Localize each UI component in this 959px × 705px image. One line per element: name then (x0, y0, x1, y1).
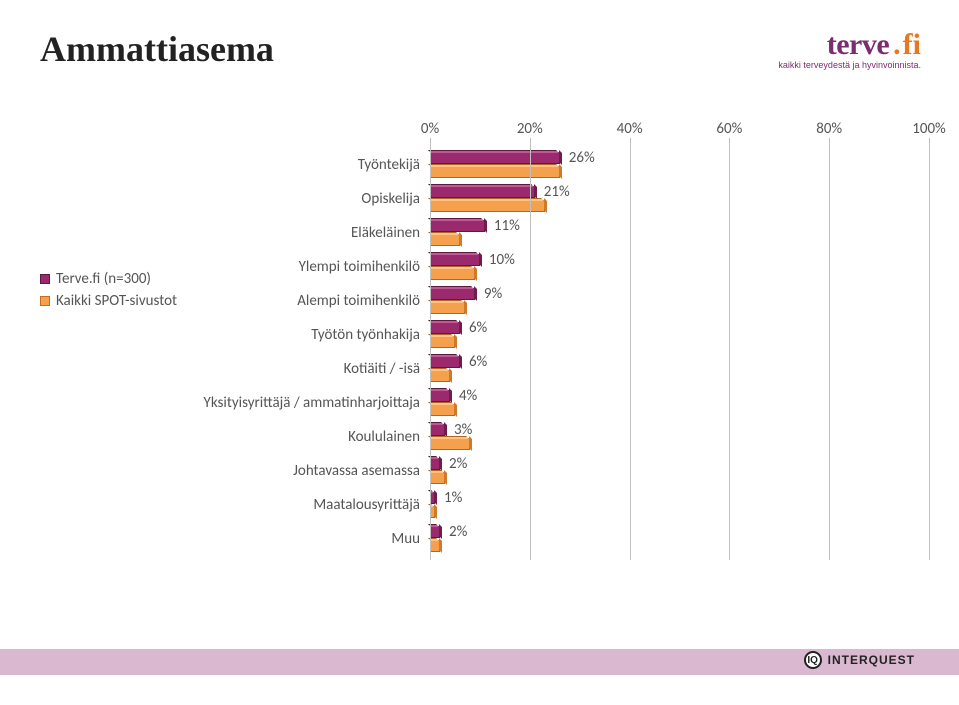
category-label: Kotiäiti / -isä (140, 360, 430, 378)
brand-word: terve (827, 28, 889, 62)
category-label: Työtön työnhakija (140, 326, 430, 344)
category-label: Eläkeläinen (140, 224, 430, 242)
bar: 3% (430, 424, 445, 436)
bar (430, 234, 460, 246)
category-label: Johtavassa asemassa (140, 462, 430, 480)
legend-swatch (40, 296, 50, 306)
bar-value-label: 26% (559, 149, 595, 167)
category-label: Ylempi toimihenkilö (140, 258, 430, 276)
category-label: Työntekijä (140, 156, 430, 174)
footer-logo: IQ INTERQUEST (804, 651, 915, 669)
bar (430, 472, 445, 484)
bar: 6% (430, 356, 460, 368)
bar-group: 10% (430, 254, 929, 282)
gridline (530, 138, 531, 560)
gridline (430, 138, 431, 560)
bar-group: 21% (430, 186, 929, 214)
bar: 9% (430, 288, 475, 300)
header: Ammattiasema terve.fi kaikki terveydestä… (0, 0, 959, 80)
bar (430, 336, 455, 348)
bar-value-label: 10% (479, 251, 515, 269)
bar: 11% (430, 220, 485, 232)
bar (430, 370, 450, 382)
chart-row: Alempi toimihenkilö9% (430, 284, 929, 318)
bar-value-label: 11% (484, 217, 520, 235)
bar-group: 4% (430, 390, 929, 418)
chart-row: Maatalousyrittäjä1% (430, 488, 929, 522)
bar-group: 6% (430, 322, 929, 350)
bar: 4% (430, 390, 450, 402)
bar (430, 166, 560, 178)
chart: 0%20%40%60%80%100% Työntekijä26%Opiskeli… (230, 120, 929, 560)
brand-tagline: kaikki terveydestä ja hyvinvoinnista. (778, 60, 921, 70)
chart-row: Opiskelija21% (430, 182, 929, 216)
legend-label: Terve.fi (n=300) (56, 270, 151, 288)
bar-value-label: 1% (434, 489, 462, 507)
bar: 26% (430, 152, 560, 164)
bar-value-label: 6% (459, 353, 487, 371)
bar: 21% (430, 186, 535, 198)
chart-row: Kotiäiti / -isä6% (430, 352, 929, 386)
bar-value-label: 9% (474, 285, 502, 303)
footer: IQ INTERQUEST (0, 639, 959, 705)
legend-swatch (40, 274, 50, 284)
chart-row: Ylempi toimihenkilö10% (430, 250, 929, 284)
category-label: Koululainen (140, 428, 430, 446)
content: Terve.fi (n=300)Kaikki SPOT-sivustot 0%2… (0, 120, 959, 560)
bar-value-label: 2% (439, 523, 467, 541)
category-label: Alempi toimihenkilö (140, 292, 430, 310)
interquest-badge-icon: IQ (804, 651, 822, 669)
category-label: Maatalousyrittäjä (140, 496, 430, 514)
bar-group: 2% (430, 526, 929, 554)
gridline (829, 138, 830, 560)
bar-group: 1% (430, 492, 929, 520)
category-label: Opiskelija (140, 190, 430, 208)
bar: 2% (430, 458, 440, 470)
gridline (729, 138, 730, 560)
interquest-label: INTERQUEST (828, 653, 915, 667)
bar-value-label: 6% (459, 319, 487, 337)
bar (430, 268, 475, 280)
bar (430, 200, 545, 212)
brand-dot: . (893, 28, 901, 62)
bar (430, 404, 455, 416)
bar: 6% (430, 322, 460, 334)
chart-row: Johtavassa asemassa2% (430, 454, 929, 488)
chart-row: Eläkeläinen11% (430, 216, 929, 250)
gridline (630, 138, 631, 560)
bar-group: 2% (430, 458, 929, 486)
plot-area: Työntekijä26%Opiskelija21%Eläkeläinen11%… (430, 144, 929, 560)
page-title: Ammattiasema (40, 28, 274, 70)
chart-row: Työntekijä26% (430, 148, 929, 182)
chart-row: Koululainen3% (430, 420, 929, 454)
bar-group: 11% (430, 220, 929, 248)
bar (430, 438, 470, 450)
brand-suffix: fi (903, 28, 921, 62)
bar-group: 3% (430, 424, 929, 452)
bar (430, 302, 465, 314)
bar: 10% (430, 254, 480, 266)
chart-row: Työtön työnhakija6% (430, 318, 929, 352)
gridline (929, 138, 930, 560)
category-label: Yksityisyrittäjä / ammatinharjoittaja (140, 394, 430, 412)
chart-row: Muu2% (430, 522, 929, 556)
bar-group: 26% (430, 152, 929, 180)
brand-logo: terve.fi kaikki terveydestä ja hyvinvoin… (778, 28, 929, 70)
chart-row: Yksityisyrittäjä / ammatinharjoittaja4% (430, 386, 929, 420)
bar-group: 6% (430, 356, 929, 384)
bar (430, 540, 440, 552)
bar-group: 9% (430, 288, 929, 316)
bar: 2% (430, 526, 440, 538)
category-label: Muu (140, 530, 430, 548)
